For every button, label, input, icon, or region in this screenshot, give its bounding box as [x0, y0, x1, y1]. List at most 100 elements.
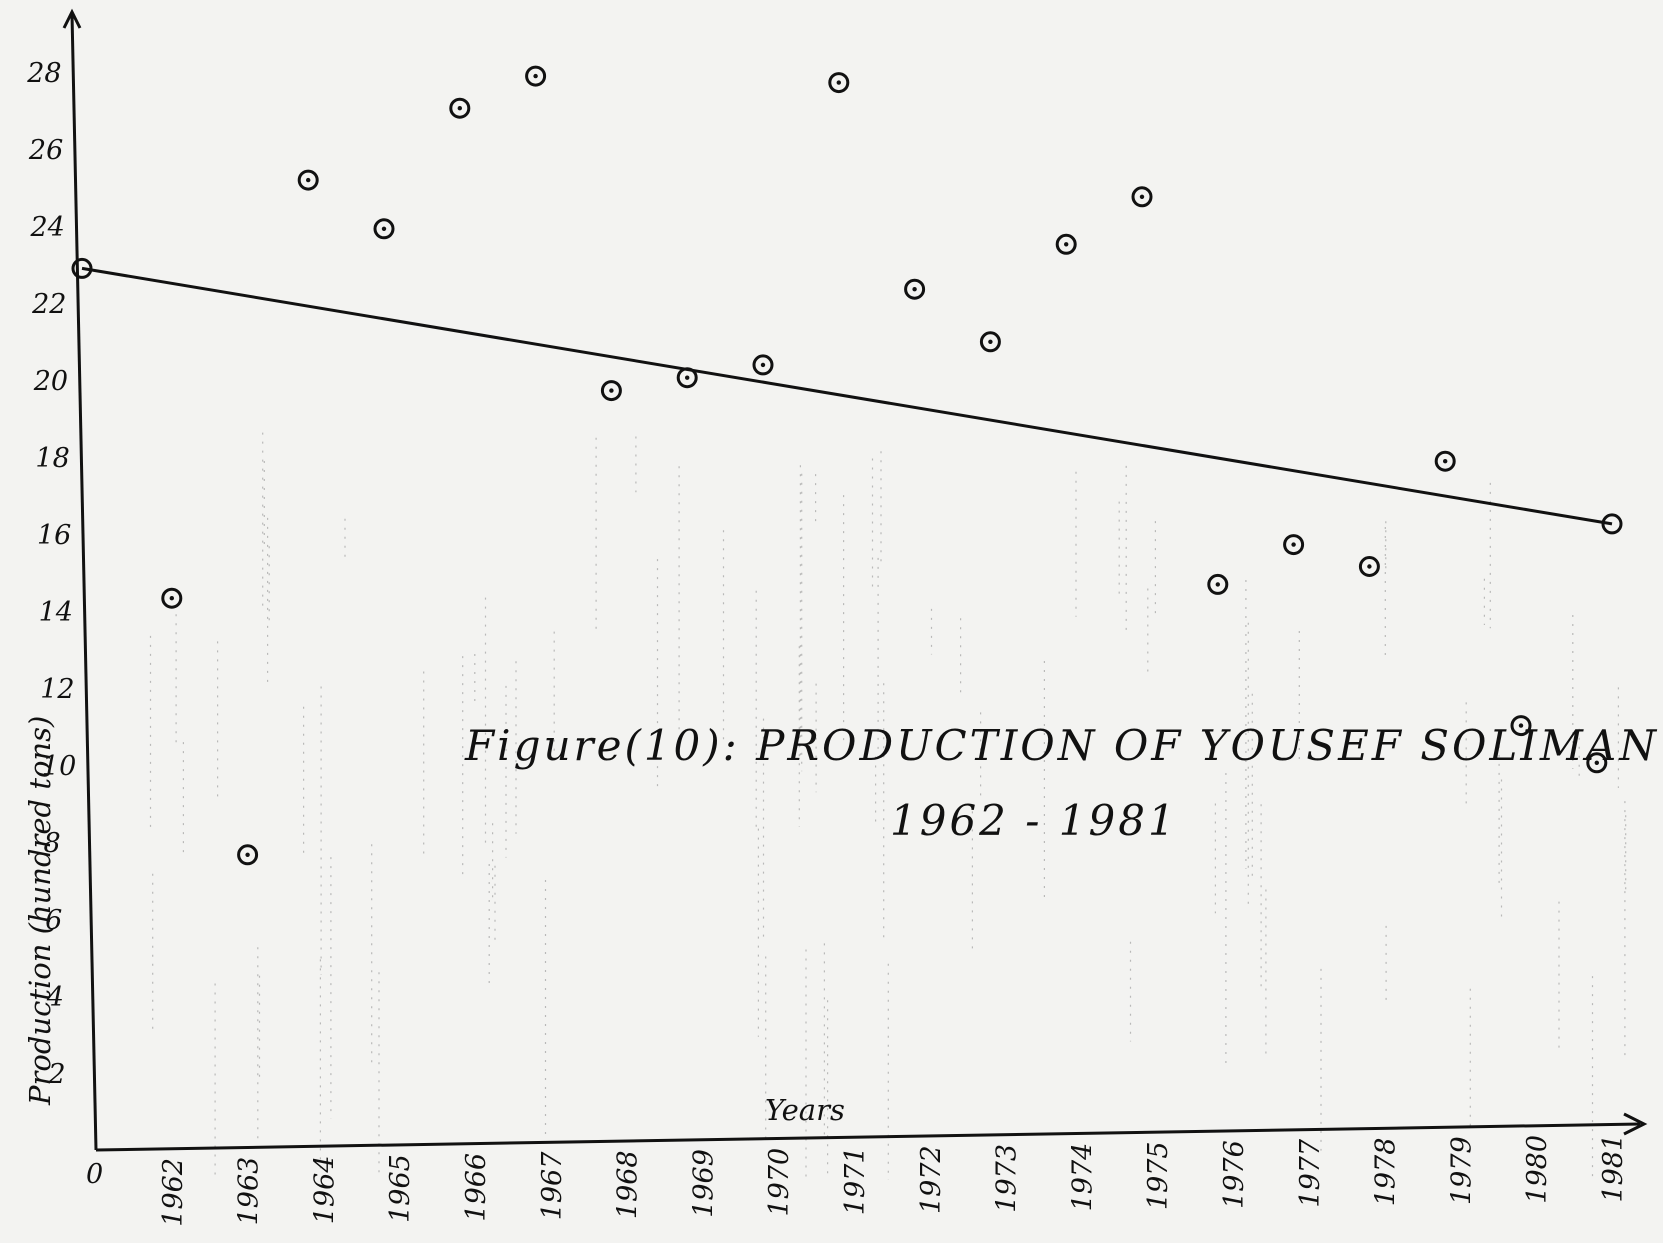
- data-point-ring: [1586, 752, 1608, 774]
- data-point: [904, 278, 926, 300]
- data-point-dot: [1064, 242, 1069, 247]
- data-point-ring: [449, 97, 471, 119]
- trend-endpoint-ring: [71, 257, 93, 279]
- trend-endpoint-ring: [1601, 513, 1623, 535]
- scan-noise: [149, 432, 1627, 1180]
- x-tick-label: 1970: [764, 1148, 795, 1217]
- y-tick-label: 12: [40, 674, 74, 705]
- data-point: [752, 354, 774, 376]
- x-tick-label: 1967: [537, 1151, 568, 1221]
- data-point-ring: [979, 331, 1001, 353]
- chart-title: Figure(10): PRODUCTION OF YOUSEF SOLIMAN…: [464, 721, 1663, 770]
- data-point-dot: [988, 339, 993, 344]
- data-point-dot: [457, 106, 462, 111]
- x-tick-label: 1980: [1522, 1135, 1553, 1204]
- x-tick-label: 1979: [1446, 1136, 1477, 1205]
- data-point: [161, 587, 183, 609]
- data-point-ring: [1510, 715, 1532, 737]
- data-point: [676, 367, 698, 389]
- data-point: [449, 97, 471, 119]
- data-point: [525, 65, 547, 87]
- y-axis-line: [70, 13, 98, 1151]
- data-point-ring: [1434, 450, 1456, 472]
- trend-line: [81, 266, 1613, 526]
- data-point-dot: [912, 287, 917, 292]
- x-axis-line: [95, 1122, 1641, 1152]
- data-point-ring: [373, 218, 395, 240]
- x-tick-label: 1966: [461, 1153, 492, 1222]
- data-point-ring: [1207, 573, 1229, 595]
- x-tick-label: 1973: [992, 1144, 1023, 1213]
- x-tick-label: 1964: [309, 1155, 340, 1224]
- data-point-ring: [904, 278, 926, 300]
- y-tick-label: 24: [30, 212, 65, 243]
- y-tick-label: 18: [35, 443, 69, 474]
- x-tick-label: 1965: [385, 1154, 416, 1223]
- y-tick-label: 4: [46, 982, 64, 1013]
- x-axis-title: Years: [765, 1093, 845, 1127]
- data-point-dot: [836, 80, 841, 85]
- x-axis-arrow-icon: [1623, 1112, 1648, 1136]
- x-tick-label: 1969: [688, 1149, 719, 1218]
- data-point: [979, 331, 1001, 353]
- y-tick-label: 6: [45, 905, 62, 936]
- y-tick-label: 26: [28, 135, 63, 166]
- x-tick-label: 1978: [1371, 1138, 1402, 1207]
- y-tick-label: 8: [44, 828, 61, 859]
- data-point: [1207, 573, 1229, 595]
- data-point: [1131, 186, 1153, 208]
- y-tick-label: 10: [42, 751, 76, 782]
- y-tick-label: 2: [47, 1059, 65, 1090]
- y-axis-title: Production (hundred tons): [23, 716, 57, 1106]
- data-point-dot: [1215, 582, 1221, 587]
- y-tick-label: 16: [37, 520, 71, 551]
- data-point-dot: [306, 177, 311, 183]
- data-point-ring: [1358, 556, 1380, 577]
- data-point-ring: [600, 380, 622, 402]
- y-tick-label: 20: [33, 366, 68, 397]
- data-point: [828, 72, 850, 94]
- data-point: [1358, 556, 1380, 577]
- data-point-dot: [169, 596, 174, 601]
- x-tick-label: 1974: [1067, 1143, 1098, 1212]
- data-point: [297, 169, 319, 191]
- data-point-dot: [760, 362, 766, 368]
- x-origin-label: 0: [86, 1159, 103, 1190]
- x-tick-label: 1972: [916, 1145, 947, 1214]
- data-point-dot: [381, 226, 387, 231]
- data-point: [1510, 715, 1532, 737]
- data-point-dot: [1367, 564, 1372, 569]
- data-point-ring: [297, 169, 319, 191]
- data-point-dot: [609, 388, 614, 393]
- data-point-ring: [237, 844, 259, 866]
- x-tick-label: 1975: [1143, 1141, 1174, 1210]
- data-point: [1434, 450, 1456, 472]
- data-points: [161, 65, 1608, 866]
- data-point-dot: [245, 852, 250, 857]
- data-point-ring: [676, 367, 698, 389]
- data-point-ring: [752, 354, 774, 376]
- x-tick-label: 1968: [613, 1150, 644, 1219]
- data-point-dot: [1291, 542, 1296, 547]
- y-tick-label: 14: [39, 597, 73, 628]
- x-tick-label: 1962: [158, 1158, 189, 1227]
- data-point-dot: [1594, 760, 1600, 765]
- data-point-dot: [1518, 723, 1524, 728]
- x-tick-labels: 1962 1963 1964 1965 1966 1967 1968 1969 1970 1971…: [158, 1134, 1629, 1227]
- y-tick-label: 28: [26, 58, 61, 89]
- data-point-ring: [1131, 186, 1153, 208]
- data-point-dot: [533, 73, 538, 79]
- data-point: [600, 380, 622, 402]
- chart-subtitle: 1962 - 1981: [890, 796, 1178, 845]
- data-point-dot: [1443, 459, 1448, 464]
- data-point-dot: [685, 375, 690, 380]
- data-point-dot: [1139, 194, 1145, 199]
- x-tick-label: 1963: [234, 1157, 265, 1226]
- data-point: [237, 844, 259, 866]
- x-tick-label: 1981: [1598, 1134, 1629, 1203]
- x-tick-label: 1976: [1219, 1140, 1250, 1209]
- data-point-ring: [828, 72, 850, 94]
- data-point: [373, 218, 395, 240]
